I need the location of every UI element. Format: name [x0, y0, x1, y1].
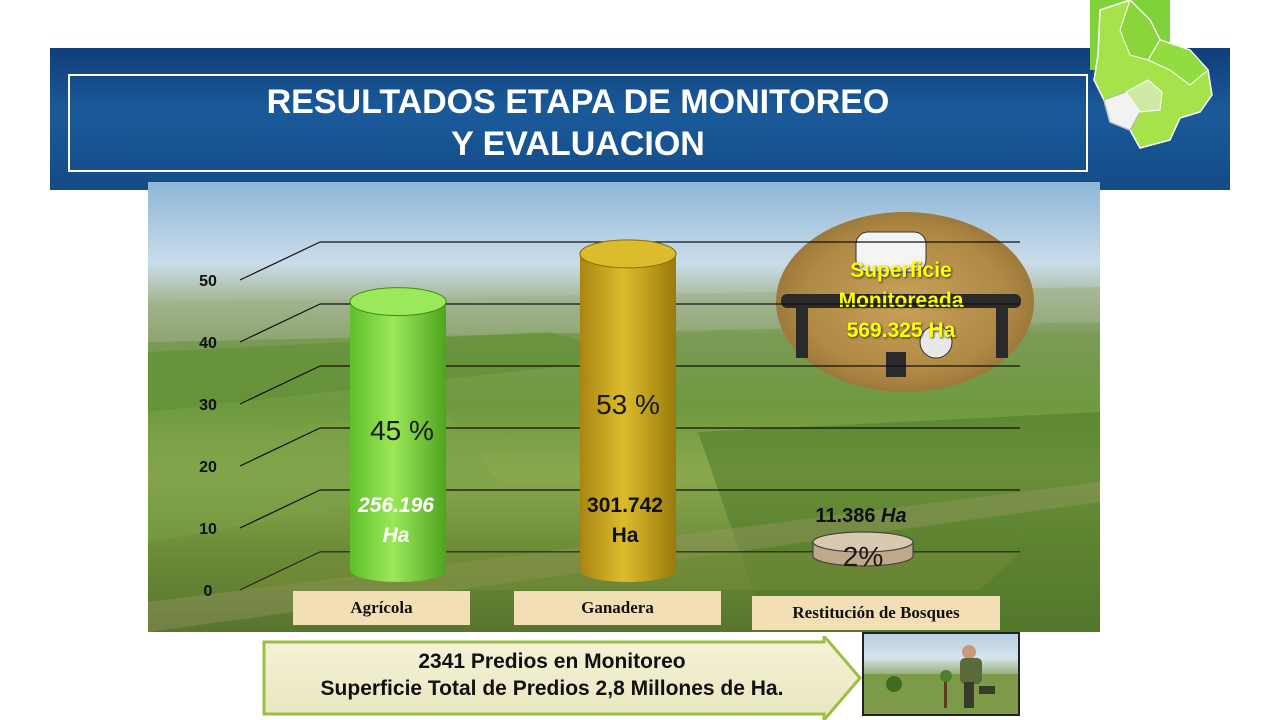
hectare-value: 301.742: [587, 494, 663, 517]
category-label-ganadera: Ganadera: [514, 591, 721, 625]
drone-callout-line-3: 569.325 Ha: [846, 319, 956, 342]
y-tick-label: 30: [199, 397, 217, 414]
category-label-agricola: Agrícola: [293, 591, 470, 625]
page-title: RESULTADOS ETAPA DE MONITOREO Y EVALUACI…: [267, 81, 890, 165]
y-tick-label: 20: [199, 459, 217, 476]
bar-top-restitucion: [812, 531, 914, 553]
y-tick-label: 0: [204, 583, 213, 600]
hectare-label: 11.386 Ha: [815, 505, 906, 527]
y-tick-label: 50: [199, 273, 217, 290]
footer-arrow: [262, 636, 862, 720]
title-banner: [50, 48, 1230, 190]
percent-label: 53 %: [596, 389, 660, 420]
grid-diagonal: [239, 241, 321, 281]
worker-planting-photo: [862, 632, 1020, 716]
title-line-2: Y EVALUACION: [451, 125, 705, 163]
drone-callout-line-1: Superficie: [850, 259, 952, 282]
footer-line-2: Superficie Total de Predios 2,8 Millones…: [320, 677, 784, 700]
y-tick-label: 40: [199, 335, 217, 352]
worker-figure: [864, 645, 1018, 714]
category-label-restitucion: Restitución de Bosques: [752, 596, 1000, 630]
bar-ganadera: [580, 253, 676, 582]
hectare-unit: Ha: [383, 524, 410, 547]
title-line-1: RESULTADOS ETAPA DE MONITOREO: [266, 83, 890, 121]
bar-chart: 0 10 20 30 40 50 45 % 256.196 Ha 53 % 301.742 Ha 2% 1…: [199, 239, 1020, 600]
hectare-value: 256.196: [357, 494, 434, 517]
percent-label: 2%: [843, 541, 883, 572]
bar-top-ganadera: [579, 239, 677, 269]
bolivia-map-icon: [1090, 0, 1213, 149]
drone-callout-text: Superficie Monitoreada 569.325 Ha: [776, 256, 1026, 346]
grid-diagonal: [239, 489, 321, 529]
footer-line-1: 2341 Predios en Monitoreo: [418, 650, 686, 673]
title-box: RESULTADOS ETAPA DE MONITOREO Y EVALUACI…: [68, 74, 1088, 172]
bar-top-agricola: [349, 287, 447, 317]
y-tick-label: 10: [199, 521, 217, 538]
footer-arrow-text: 2341 Predios en Monitoreo Superficie Tot…: [272, 648, 832, 702]
grid-diagonal: [239, 365, 321, 405]
hectare-unit: Ha: [881, 505, 907, 527]
grid-diagonal: [239, 303, 321, 343]
percent-label: 45 %: [370, 415, 434, 446]
grid-diagonal: [239, 427, 321, 467]
drone-callout-line-2: Monitoreada: [838, 289, 964, 312]
bar-agricola: [350, 301, 446, 582]
grid-diagonal: [239, 551, 321, 591]
hectare-unit: Ha: [612, 524, 639, 547]
